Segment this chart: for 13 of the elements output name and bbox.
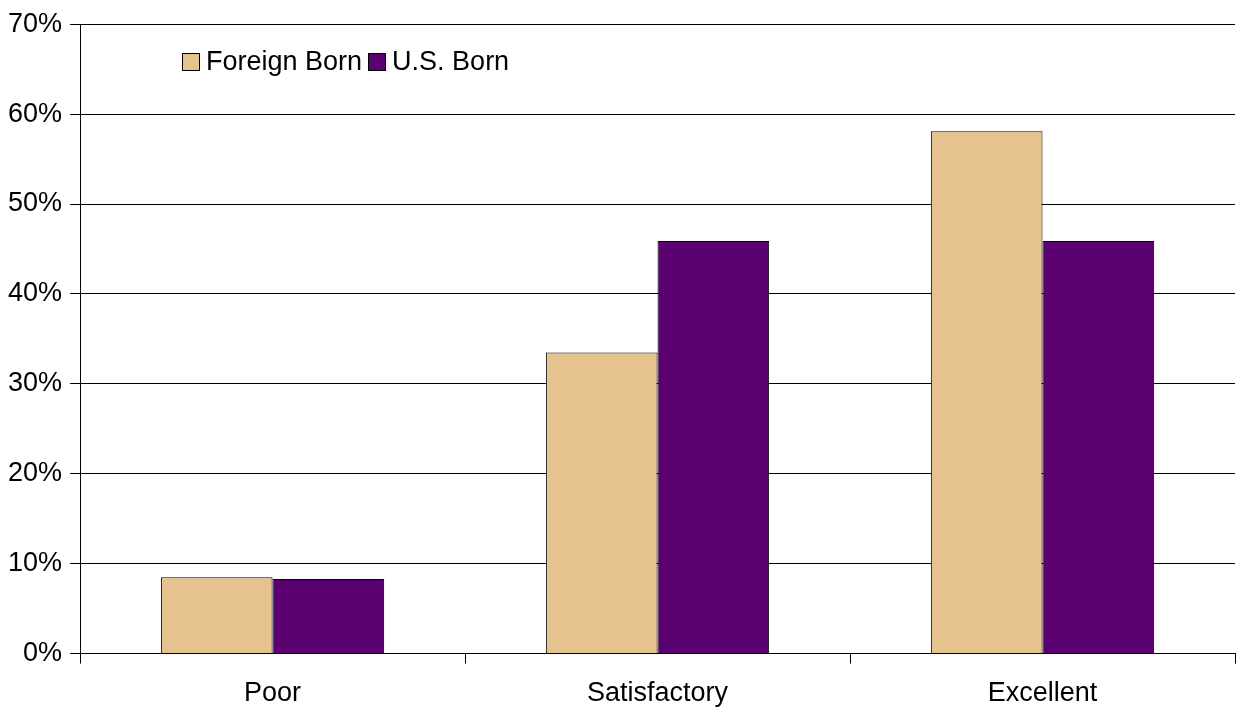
y-tick-label: 70% xyxy=(7,7,63,38)
legend-label: U.S. Born xyxy=(392,46,510,77)
y-tick-label: 40% xyxy=(7,277,63,308)
y-tick-label: 30% xyxy=(7,367,63,398)
y-tick-label: 60% xyxy=(7,97,63,128)
y-tick-label: 10% xyxy=(7,547,63,578)
y-tick-label: 50% xyxy=(7,187,63,218)
x-tick-label: Excellent xyxy=(987,677,1098,708)
x-tick-label: Poor xyxy=(244,677,302,708)
y-tick-label: 0% xyxy=(23,637,63,668)
x-tick-label: Satisfactory xyxy=(586,677,729,708)
y-tick-label: 20% xyxy=(7,457,63,488)
legend-label: Foreign Born xyxy=(206,46,363,77)
